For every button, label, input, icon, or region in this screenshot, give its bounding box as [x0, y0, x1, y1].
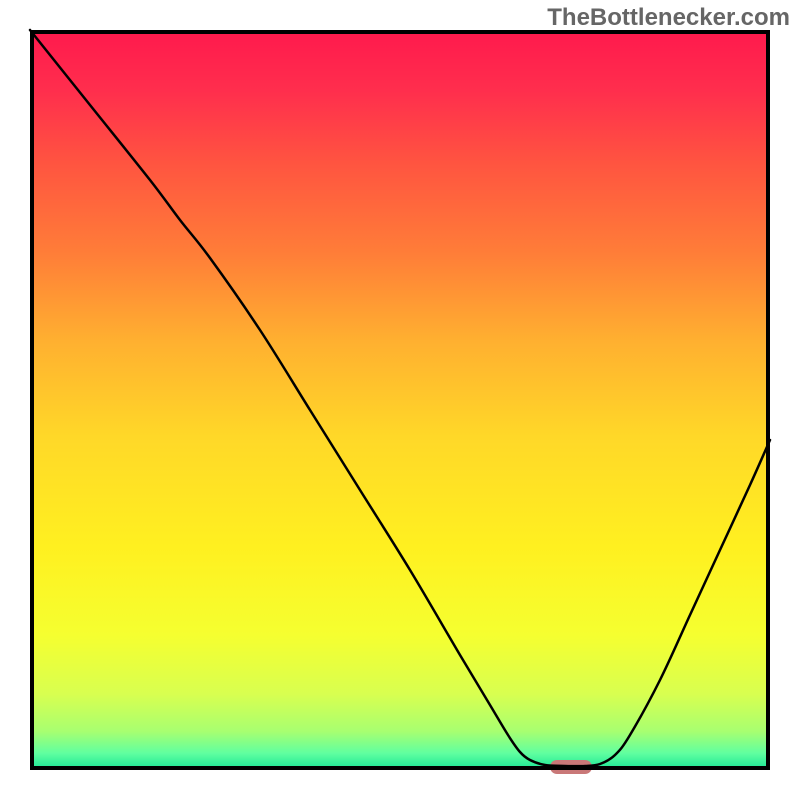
- watermark-text: TheBottlenecker.com: [547, 4, 790, 32]
- chart-background: [32, 32, 768, 768]
- chart-svg: [0, 0, 800, 800]
- bottleneck-chart: [0, 0, 800, 800]
